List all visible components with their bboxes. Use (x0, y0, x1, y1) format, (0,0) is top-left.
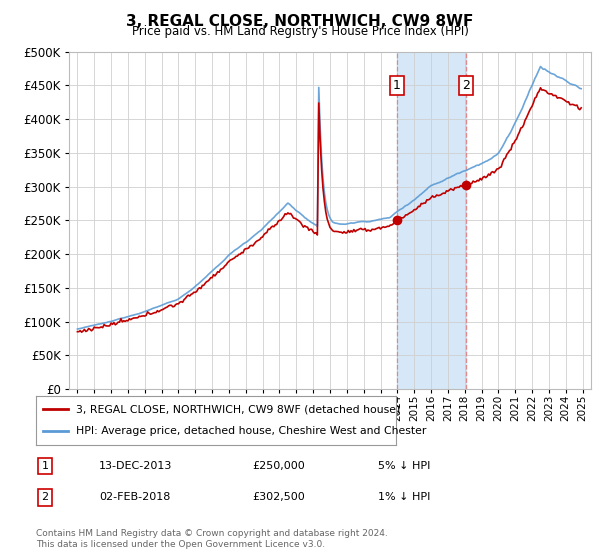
Text: HPI: Average price, detached house, Cheshire West and Chester: HPI: Average price, detached house, Ches… (76, 426, 426, 436)
Text: 13-DEC-2013: 13-DEC-2013 (99, 461, 172, 471)
Text: 1% ↓ HPI: 1% ↓ HPI (378, 492, 430, 502)
Text: 1: 1 (393, 79, 401, 92)
Text: 1: 1 (41, 461, 49, 471)
Text: 2: 2 (41, 492, 49, 502)
Bar (397, 52, 466, 389)
Text: 2: 2 (462, 79, 470, 92)
Text: Contains HM Land Registry data © Crown copyright and database right 2024.
This d: Contains HM Land Registry data © Crown c… (36, 529, 388, 549)
Text: 5% ↓ HPI: 5% ↓ HPI (378, 461, 430, 471)
Text: £302,500: £302,500 (252, 492, 305, 502)
Text: 02-FEB-2018: 02-FEB-2018 (99, 492, 170, 502)
Text: Price paid vs. HM Land Registry's House Price Index (HPI): Price paid vs. HM Land Registry's House … (131, 25, 469, 38)
Text: £250,000: £250,000 (252, 461, 305, 471)
Text: 3, REGAL CLOSE, NORTHWICH, CW9 8WF (detached house): 3, REGAL CLOSE, NORTHWICH, CW9 8WF (deta… (76, 404, 400, 414)
Text: 3, REGAL CLOSE, NORTHWICH, CW9 8WF: 3, REGAL CLOSE, NORTHWICH, CW9 8WF (127, 14, 473, 29)
